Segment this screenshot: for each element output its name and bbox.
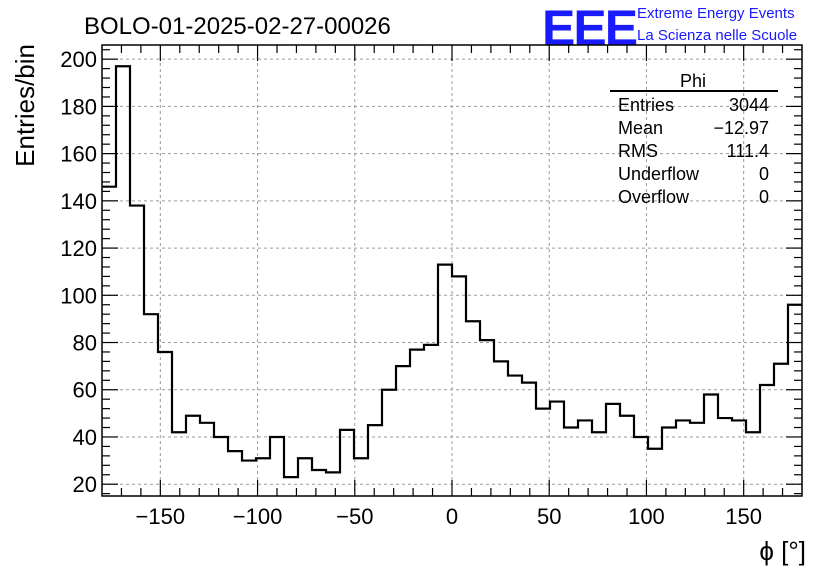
histogram-bin [648,449,662,496]
histogram-bin [158,352,172,496]
x-tick-labels: −150 −100 −50 0 50 100 150 [136,504,762,529]
y-tick-label: 140 [60,189,97,214]
histogram-bin [718,418,732,496]
histogram-bin [144,314,158,496]
stats-row-value: −12.97 [713,118,769,138]
stats-rows: Entries 3044 Mean −12.97 RMS 111.4 Underflow 0 O… [618,95,769,207]
histogram-bin [746,432,760,496]
histogram-bin [214,437,228,496]
histogram-bin [410,350,424,496]
eee-logo-line2: La Scienza nelle Scuole [637,27,797,44]
stats-row-value: 0 [759,164,769,184]
histogram-bin [102,187,116,496]
x-axis-title: ϕ [°] [759,536,806,566]
y-tick-label: 20 [73,472,97,497]
histogram-bin [508,376,522,496]
y-tick-label: 100 [60,283,97,308]
stats-box: Phi Entries 3044 Mean −12.97 RMS 111.4 Underfl… [610,71,778,207]
histogram-bin [494,361,508,496]
histogram-bin [312,470,326,496]
x-tick-label: −100 [233,504,283,529]
histogram-bin [172,432,186,496]
stats-row-label: Underflow [618,164,700,184]
histogram-bin [774,364,788,496]
histogram-bin [340,430,354,496]
histogram-bin [186,416,200,496]
histogram-bin [550,402,564,496]
chart-title: BOLO-01-2025-02-27-00026 [84,13,391,40]
histogram-bin [382,390,396,496]
histogram-bin [438,265,452,496]
eee-logo-line1: Extreme Energy Events [637,5,795,22]
x-tick-label: −150 [136,504,186,529]
histogram-bin [578,420,592,496]
histogram-bin [256,458,270,496]
y-axis-title: Entries/bin [10,44,40,167]
histogram-bin [354,458,368,496]
stats-row-label: Mean [618,118,663,138]
stats-row-label: Overflow [618,187,690,207]
x-tick-label: 50 [537,504,561,529]
y-tick-label: 180 [60,94,97,119]
histogram-bin [536,409,550,496]
histogram-bin [284,477,298,496]
x-tick-label: 150 [725,504,762,529]
histogram-bin [564,428,578,496]
stats-row-label: Entries [618,95,674,115]
stats-row-value: 111.4 [727,141,769,161]
histogram-bin [424,345,438,496]
histogram-bin [368,425,382,496]
histogram-bin [634,437,648,496]
stats-row-label: RMS [618,141,658,161]
histogram-bin [130,206,144,496]
histogram-bin [396,366,410,496]
stats-row-value: 3044 [729,95,769,115]
histogram-bin [676,420,690,496]
histogram-bin [200,423,214,496]
y-tick-label: 160 [60,142,97,167]
histogram-bin [452,276,466,496]
histogram-bin [116,66,130,496]
histogram-bin [690,423,704,496]
histogram-bin [298,458,312,496]
histogram-bin [732,420,746,496]
histogram-bin [270,437,284,496]
histogram-bin [242,461,256,496]
histogram-bin [760,385,774,496]
x-tick-label: 0 [446,504,458,529]
y-tick-label: 200 [60,47,97,72]
histogram-bin [662,428,676,496]
histogram-bin [522,383,536,496]
eee-logo: EEE Extreme Energy Events La Scienza nel… [542,0,797,56]
x-tick-label: −50 [336,504,373,529]
histogram-bin [228,451,242,496]
y-tick-label: 60 [73,378,97,403]
eee-logo-text: EEE [542,0,637,56]
histogram-bin [606,404,620,496]
stats-box-title: Phi [680,71,706,91]
y-tick-label: 80 [73,331,97,356]
y-tick-label: 120 [60,236,97,261]
stats-row-value: 0 [759,187,769,207]
x-tick-label: 100 [628,504,665,529]
histogram-bin [480,340,494,496]
histogram-bin [592,432,606,496]
histogram-bin [704,394,718,496]
y-tick-label: 40 [73,425,97,450]
y-tick-labels: 20 40 60 80 100 120 140 160 180 200 [60,47,97,497]
histogram-bin [788,305,802,496]
histogram-series-line [102,65,802,479]
histogram-bin [326,472,340,496]
histogram-bin [466,321,480,496]
histogram-bin [620,416,634,496]
